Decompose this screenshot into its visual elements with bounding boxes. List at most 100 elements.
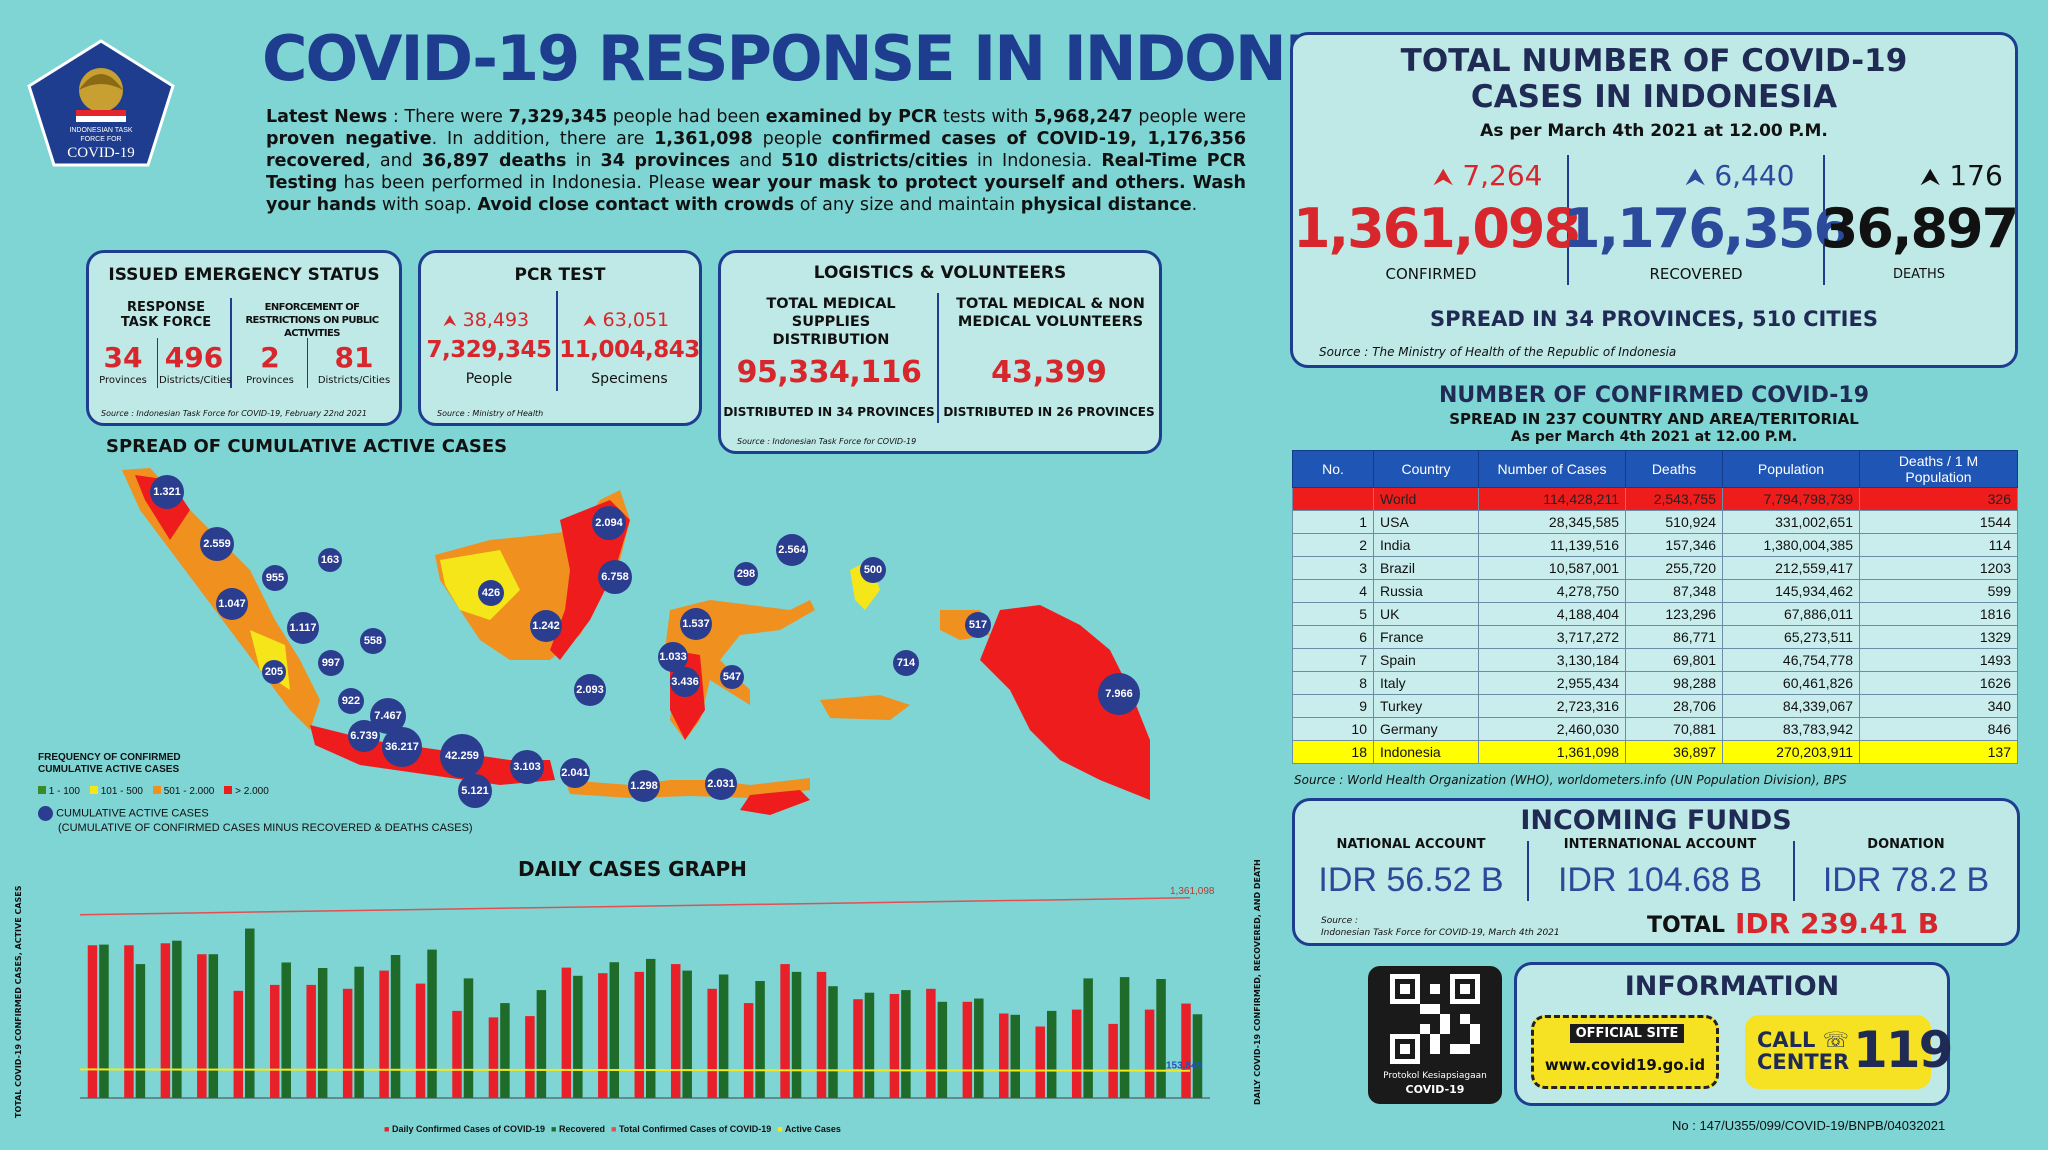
qr-card[interactable]: Protokol Kesiapsiagaan COVID-19 (1368, 966, 1502, 1104)
bar-confirmed (1144, 1009, 1155, 1098)
bar-recovered (682, 970, 692, 1098)
map-circle: 922 (338, 688, 364, 714)
map-circle: 6.739 (348, 720, 380, 752)
pcr-title: PCR TEST (514, 265, 606, 285)
logo-line3: COVID-19 (67, 145, 135, 161)
total-confirmed-line (79, 897, 1191, 916)
bar-recovered (463, 978, 474, 1098)
table-row: 10 Germany 2,460,030 70,881 83,783,942 846 (1292, 717, 2018, 741)
bar-confirmed (1071, 1009, 1082, 1098)
world-source: Source : World Health Organization (WHO)… (1294, 773, 1847, 787)
bar-recovered (390, 955, 401, 1098)
label-deaths: DEATHS (1892, 267, 1946, 282)
call-center-label: CALL ☏ CENTER (1757, 1028, 1850, 1074)
emerg-v3: 2 (260, 341, 280, 374)
total-end-label: 1,361,098 (1170, 886, 1215, 897)
bar-recovered (864, 992, 875, 1098)
bar-recovered (1083, 978, 1093, 1098)
call-center-badge[interactable]: CALL ☏ CENTER 119 (1745, 1015, 1953, 1089)
bar-recovered (172, 940, 182, 1098)
circle-legend-icon (38, 806, 53, 821)
bar-confirmed (670, 964, 681, 1098)
graph-legend: ■ Daily Confirmed Cases of COVID-19 ■ Re… (384, 1124, 841, 1134)
pcr-v2: 11,004,843 (559, 337, 700, 363)
map-circle: 426 (478, 580, 504, 606)
call-center-number[interactable]: 119 (1853, 1021, 1953, 1079)
bar-confirmed (780, 964, 790, 1098)
official-site-badge[interactable]: OFFICIAL SITE www.covid19.go.id (1531, 1015, 1719, 1089)
map-circle: 1.047 (216, 588, 248, 620)
map-circle: 2.093 (574, 674, 606, 706)
qr-code-icon (1390, 974, 1480, 1064)
pcr-inc2: ⮝ 63,051 (583, 309, 670, 331)
bar-confirmed (306, 984, 316, 1098)
world-title: NUMBER OF CONFIRMED COVID-19 (1438, 383, 1870, 408)
map-circle: 3.103 (510, 750, 544, 784)
label-recovered: RECOVERED (1649, 265, 1743, 283)
bar-confirmed (1035, 1026, 1045, 1098)
map-circle: 163 (318, 548, 342, 572)
logistics-panel: LOGISTICS & VOLUNTEERS TOTAL MEDICAL SUP… (718, 250, 1162, 454)
table-row: 9 Turkey 2,723,316 28,706 84,339,067 340 (1292, 694, 2018, 718)
map-circle: 6.758 (598, 560, 632, 594)
bar-confirmed (342, 988, 353, 1098)
task-force-logo: INDONESIAN TASK FORCE FOR COVID-19 (26, 38, 176, 168)
map-circle: 42.259 (440, 734, 484, 778)
official-site-url[interactable]: www.covid19.go.id (1544, 1056, 1706, 1074)
table-row: 4 Russia 4,278,750 87,348 145,934,462 599 (1292, 579, 2018, 603)
logistics-h2: TOTAL MEDICAL & NON MEDICAL VOLUNTEERS (956, 296, 1145, 330)
map-circle: 205 (262, 660, 286, 684)
bar-recovered (791, 971, 802, 1098)
funds-v2: IDR 104.68 B (1557, 861, 1763, 899)
graph-ylabel-left: TOTAL COVID-19 CONFIRMED CASES, ACTIVE C… (14, 885, 23, 1118)
legend-item: > 2.000 (224, 786, 269, 797)
logo-line2: FORCE FOR (80, 136, 122, 143)
pcr-l1: People (465, 371, 513, 387)
emerg-source: Source : Indonesian Task Force for COVID… (101, 409, 367, 418)
table-row: 7 Spain 3,130,184 69,801 46,754,778 1493 (1292, 648, 2018, 672)
table-row: 2 India 11,139,516 157,346 1,380,004,385 114 (1292, 533, 2018, 557)
emerg-l1: Provinces (99, 375, 147, 386)
emerg-v2: 496 (164, 341, 224, 374)
map-shapes (122, 468, 1150, 815)
map-legend: 1 - 100 101 - 500 501 - 2.000 > 2.000 (38, 786, 269, 797)
map-circle: 955 (262, 565, 288, 591)
legend-recovered: ■ Recovered (551, 1124, 605, 1134)
table-header-row: No. Country Number of Cases Deaths Popul… (1292, 450, 2018, 488)
legend-active: ■ Active Cases (777, 1124, 841, 1134)
logistics-f2: DISTRIBUTED IN 26 PROVINCES (943, 405, 1155, 419)
total-deaths: 36,897 (1820, 197, 2019, 260)
bar-recovered (646, 958, 656, 1098)
bar-confirmed (707, 988, 717, 1098)
pcr-inc1: ⮝ 38,493 (443, 309, 530, 331)
bar-recovered (245, 928, 255, 1098)
bar-confirmed (379, 970, 389, 1098)
bar-recovered (1156, 979, 1166, 1098)
bar-confirmed (889, 994, 900, 1098)
bar-confirmed (853, 999, 863, 1098)
bar-confirmed (124, 945, 134, 1098)
up-arrow-icon: ⮝ (1685, 163, 1706, 191)
pcr-source: Source : Ministry of Health (437, 409, 544, 418)
map-circle: 2.031 (705, 768, 737, 800)
country-table: No. Country Number of Cases Deaths Popul… (1292, 450, 2018, 764)
map-circle: 1.242 (530, 610, 562, 642)
funds-total-value: IDR 239.41 B (1735, 907, 1940, 940)
map-circle: 2.559 (200, 527, 234, 561)
map-circle: 500 (860, 557, 886, 583)
legend-item: 1 - 100 (38, 786, 80, 797)
bar-confirmed (488, 1017, 499, 1098)
map-circle: 517 (965, 612, 991, 638)
bar-recovered (208, 954, 219, 1098)
info-title: INFORMATION (1624, 971, 1840, 1002)
indonesia-map (110, 460, 1170, 820)
map-circle: 714 (893, 650, 919, 676)
bar-confirmed (962, 1001, 973, 1098)
bar-recovered (500, 1003, 510, 1098)
logistics-title: LOGISTICS & VOLUNTEERS (813, 263, 1067, 283)
map-circle: 1.298 (628, 770, 660, 802)
bar-recovered (1010, 1014, 1020, 1098)
map-circle: 7.966 (1098, 673, 1140, 715)
incoming-funds-panel: INCOMING FUNDS NATIONAL ACCOUNT INTERNAT… (1292, 798, 2020, 946)
bar-recovered (718, 974, 729, 1098)
